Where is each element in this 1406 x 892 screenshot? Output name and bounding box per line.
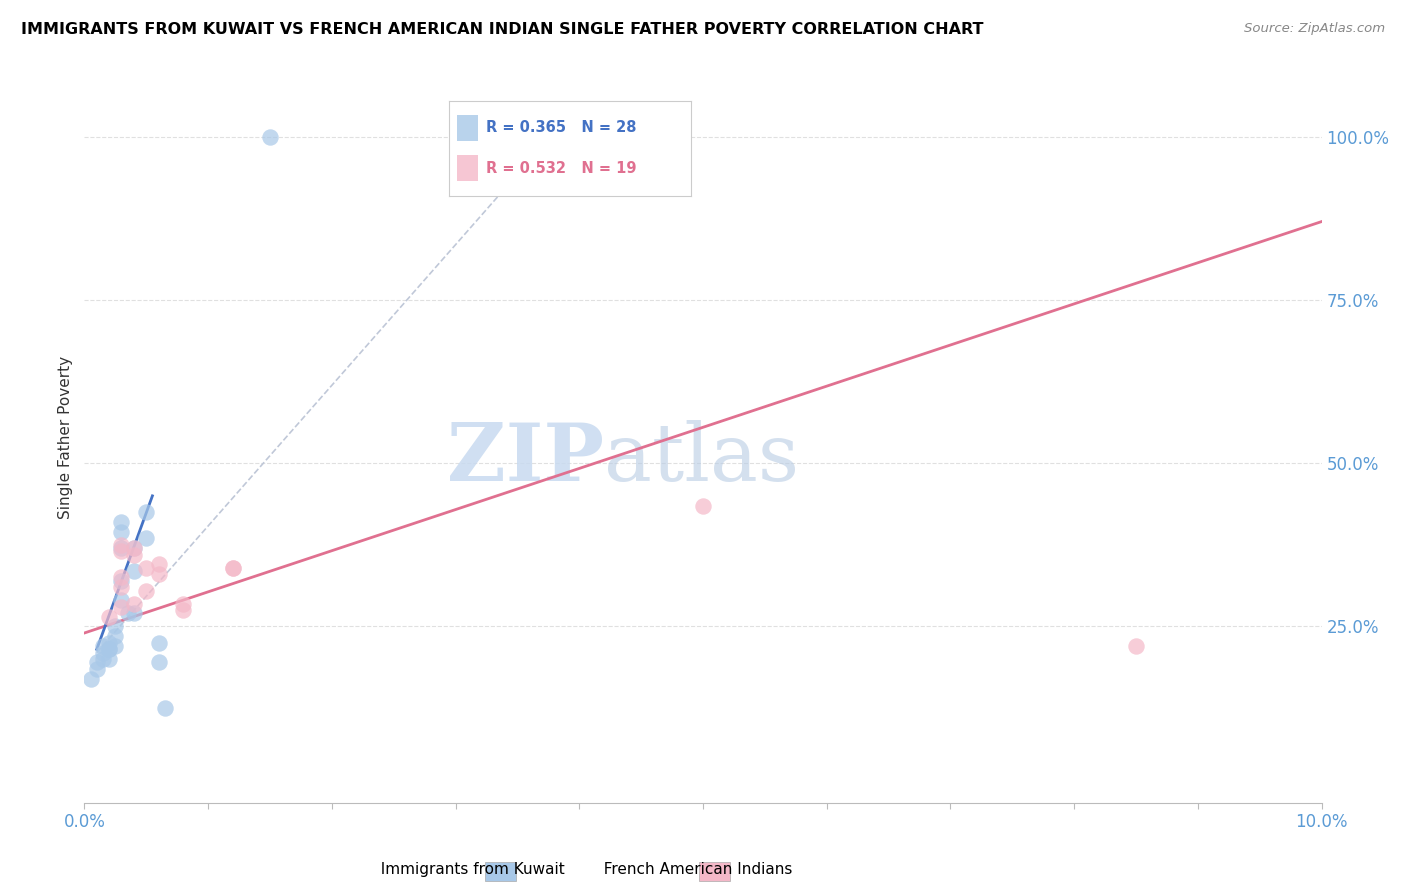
Point [86,662,108,676]
Text: Source: ZipAtlas.com: Source: ZipAtlas.com [1244,22,1385,36]
Point [110,570,132,584]
Point [222,560,245,574]
Point [135,531,157,545]
Point [98,636,121,650]
Point [104,619,127,633]
Point [117,607,139,621]
Point [79,672,101,686]
Point [1125,639,1147,653]
Point [98,652,121,666]
Point [91,646,114,660]
Point [98,642,121,657]
Point [122,607,145,621]
Point [110,538,132,552]
Point [110,574,132,588]
Point [110,580,132,594]
Point [91,639,114,653]
Point [172,597,194,611]
Point [135,583,157,598]
Point [110,544,132,558]
Point [122,564,145,578]
Point [135,505,157,519]
Text: ZIP: ZIP [447,420,605,498]
Point [122,541,145,555]
Point [91,652,114,666]
Text: Immigrants from Kuwait        French American Indians: Immigrants from Kuwait French American I… [332,863,793,877]
Point [222,560,245,574]
Point [110,593,132,607]
Point [148,636,170,650]
Y-axis label: Single Father Poverty: Single Father Poverty [58,356,73,518]
Point [135,560,157,574]
Point [153,701,176,715]
Point [148,558,170,572]
Point [86,656,108,670]
Point [172,603,194,617]
Point [122,597,145,611]
Point [259,129,281,144]
Text: atlas: atlas [605,420,799,498]
Point [148,567,170,582]
Point [122,541,145,555]
Point [104,629,127,643]
Point [98,642,121,657]
Point [104,639,127,653]
Point [122,548,145,562]
Point [110,515,132,529]
Point [110,599,132,614]
Point [98,609,121,624]
Point [148,656,170,670]
Point [110,541,132,555]
Text: IMMIGRANTS FROM KUWAIT VS FRENCH AMERICAN INDIAN SINGLE FATHER POVERTY CORRELATI: IMMIGRANTS FROM KUWAIT VS FRENCH AMERICA… [21,22,984,37]
Point [110,524,132,539]
Point [692,499,714,513]
